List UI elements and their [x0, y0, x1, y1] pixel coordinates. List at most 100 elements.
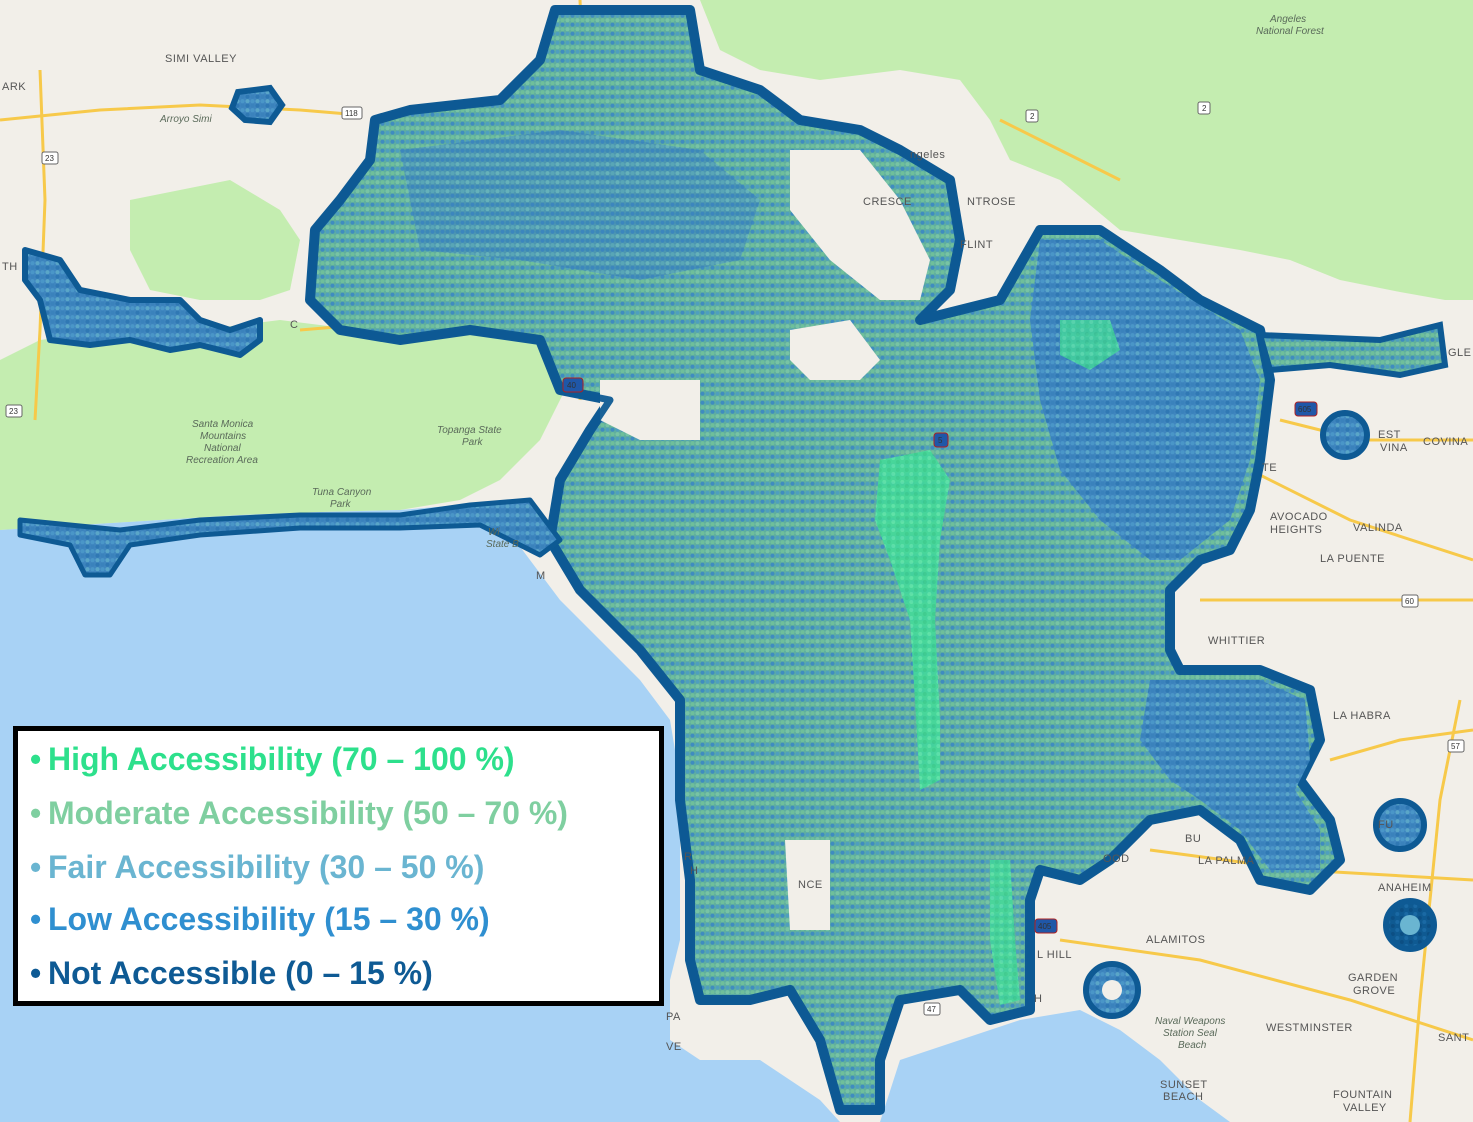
- route-shield-605: 605: [1294, 401, 1318, 417]
- place-label: Park: [462, 437, 484, 448]
- hex-coverage-simi: [228, 84, 286, 126]
- hex-coverage-west-arm: [22, 247, 263, 358]
- legend-label: Fair Accessibility (30 – 50 %): [48, 849, 485, 885]
- legend-bullet: •: [30, 849, 42, 885]
- place-label: ANAHEIM: [1378, 882, 1432, 894]
- place-label: NCE: [798, 879, 823, 891]
- place-label: Recreation Area: [186, 455, 258, 466]
- place-label: National Forest: [1256, 26, 1325, 37]
- place-label: Tuna Canyon: [312, 487, 372, 498]
- place-label: ngeles: [910, 149, 945, 161]
- legend: • High Accessibility (70 – 100 %) • Modera…: [13, 726, 664, 1006]
- legend-bullet: •: [30, 741, 42, 777]
- place-label: WHITTIER: [1208, 635, 1265, 647]
- shield-label: 118: [345, 109, 358, 118]
- place-label: OOD: [1103, 853, 1130, 865]
- place-label: FLINT: [960, 239, 993, 251]
- place-label: TE: [1262, 462, 1277, 474]
- ocean-south: [880, 1010, 1230, 1122]
- place-label: State B: [486, 539, 519, 550]
- coverage-hole-3: [785, 840, 830, 930]
- route-shield-5: 5: [933, 432, 949, 448]
- legend-label: Low Accessibility (15 – 30 %): [48, 901, 490, 937]
- coverage-hole-4: [600, 380, 700, 440]
- place-label: GLE: [1448, 347, 1472, 359]
- place-label: BEACH: [1163, 1091, 1203, 1103]
- legend-bullet: •: [30, 955, 42, 991]
- legend-bullet: •: [30, 795, 42, 831]
- shield-label: 2: [1202, 104, 1207, 113]
- place-label: National: [204, 443, 241, 454]
- place-label: SANT: [1438, 1032, 1469, 1044]
- legend-label: Not Accessible (0 – 15 %): [48, 955, 433, 991]
- place-label: AVOCADO: [1270, 511, 1328, 523]
- place-label: Station Seal: [1163, 1028, 1218, 1039]
- high-access-core: [875, 450, 950, 790]
- hex-coverage-fullerton: [1373, 798, 1427, 852]
- place-label: LA PALMA: [1198, 855, 1255, 867]
- place-label: Angeles: [1269, 14, 1306, 25]
- place-label: TH: [2, 261, 18, 273]
- place-label: GROVE: [1353, 985, 1395, 997]
- route-shield-118: 118: [341, 106, 363, 120]
- legend-item-high: • High Accessibility (70 – 100 %): [30, 741, 515, 777]
- place-label: Park: [330, 499, 352, 510]
- place-label: PA: [666, 1011, 681, 1023]
- place-label: GARDEN: [1348, 972, 1398, 984]
- hex-coverage-coast: [17, 497, 563, 578]
- place-label: H: [1034, 993, 1042, 1005]
- place-label: EST: [1378, 429, 1401, 441]
- shield-label: 5: [938, 436, 943, 445]
- legend-item-moderate: • Moderate Accessibility (50 – 70 %): [30, 795, 568, 831]
- place-label: WESTMINSTER: [1266, 1022, 1353, 1034]
- route-shield-2: 2: [1025, 109, 1039, 123]
- place-label: L HILL: [1037, 949, 1072, 961]
- place-label: H: [690, 865, 698, 877]
- coverage-hole-1: [790, 150, 930, 300]
- place-label: LA PUENTE: [1320, 553, 1385, 565]
- shield-label: 57: [1451, 742, 1460, 751]
- place-label: Santa Monica: [192, 419, 254, 430]
- route-shield-23: 23: [5, 404, 23, 418]
- place-label: LA HABRA: [1333, 710, 1391, 722]
- place-label: R: [684, 851, 692, 863]
- legend-item-fair: • Fair Accessibility (30 – 50 %): [30, 849, 484, 885]
- route-shields: 118 23 23 2 2 40 605 60 57 405 47 5: [5, 101, 1465, 1016]
- place-label: VE: [666, 1041, 682, 1053]
- place-label: HEIGHTS: [1270, 524, 1322, 536]
- place-label: ALAMITOS: [1146, 934, 1205, 946]
- legend-bullet: •: [30, 901, 42, 937]
- route-shield-23: 23: [41, 151, 59, 165]
- place-label: M: [536, 570, 546, 582]
- place-label: CRESCE: [863, 196, 912, 208]
- legend-label: High Accessibility (70 – 100 %): [48, 741, 515, 777]
- place-label: BU: [1185, 833, 1201, 845]
- place-label: NTROSE: [967, 196, 1016, 208]
- angeles-forest-area: [700, 0, 1473, 300]
- legend-item-low: • Low Accessibility (15 – 30 %): [30, 901, 490, 937]
- legend-label: Moderate Accessibility (50 – 70 %): [48, 795, 568, 831]
- place-label: Naval Weapons: [1155, 1016, 1225, 1027]
- legend-item-none: • Not Accessible (0 – 15 %): [30, 955, 433, 991]
- place-label: Wi: [488, 527, 500, 538]
- route-shield-47: 47: [923, 1002, 941, 1016]
- shield-label: 2: [1030, 112, 1035, 121]
- hex-coverage-anaheim-center: [1400, 915, 1420, 935]
- route-shield-60: 60: [1401, 594, 1419, 608]
- low-access-region-south: [1140, 680, 1320, 870]
- shield-label: 47: [927, 1005, 936, 1014]
- shield-label: 23: [9, 407, 18, 416]
- place-label: VINA: [1380, 442, 1408, 454]
- hex-coverage-east-strip: [1255, 321, 1449, 379]
- route-shield-57: 57: [1447, 739, 1465, 753]
- place-label: Mountains: [200, 431, 246, 442]
- place-label: FU: [1378, 819, 1394, 831]
- route-shield-405: 405: [1034, 918, 1058, 934]
- route-shield-2: 2: [1197, 101, 1211, 115]
- place-label: C: [290, 319, 298, 331]
- high-access-east: [1060, 320, 1120, 370]
- shield-label: 60: [1405, 597, 1414, 606]
- place-labels: SIMI VALLEY ARK Arroyo Simi Angeles Nati…: [2, 14, 1472, 1114]
- route-shield-405: 40: [562, 377, 584, 393]
